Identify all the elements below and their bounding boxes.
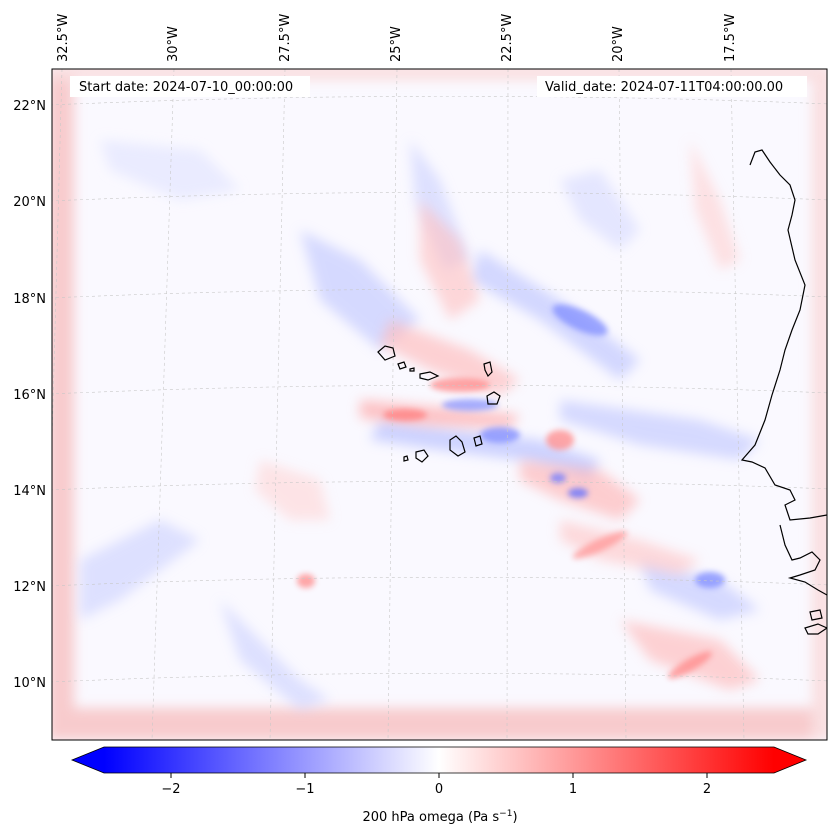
valid-date-label: Valid_date: 2024-07-11T04:00:00.00 (545, 80, 783, 95)
lon-label-25w: 25°W (389, 26, 404, 62)
lon-label-32-5w: 32.5°W (56, 14, 71, 62)
lat-label-10n: 10°N (13, 676, 46, 691)
colorbar-gradient (104, 747, 774, 773)
omega-field (52, 69, 827, 740)
valid-date-box (537, 76, 807, 97)
gridlines (52, 69, 827, 740)
cape-verde-islands (377, 345, 501, 463)
colorbar-tick-neg2: −2 (161, 782, 180, 797)
coastline (740, 149, 827, 635)
map-frame (51, 68, 828, 741)
colorbar-tick-neg1: −1 (295, 782, 314, 797)
colorbar-title: 200 hPa omega (Pa s−1) (362, 809, 517, 825)
lon-label-27-5w: 27.5°W (278, 14, 293, 62)
lon-label-20w: 20°W (611, 26, 626, 62)
start-date-label: Start date: 2024-07-10_00:00:00 (79, 80, 293, 95)
lon-label-17-5w: 17.5°W (723, 14, 738, 62)
lat-label-20n: 20°N (13, 195, 46, 210)
latitude-labels: 22°N 20°N 18°N 16°N 14°N 12°N 10°N (13, 99, 46, 691)
colorbar-tick-0: 0 (435, 782, 443, 797)
longitude-labels: 32.5°W 30°W 27.5°W 25°W 22.5°W 20°W 17.5… (56, 14, 738, 62)
lat-label-12n: 12°N (13, 580, 46, 595)
lon-label-22-5w: 22.5°W (500, 14, 515, 62)
colorbar: −2 −1 0 1 2 200 hPa omega (Pa s−1) (70, 746, 808, 825)
lat-label-16n: 16°N (13, 388, 46, 403)
lon-label-30w: 30°W (166, 26, 181, 62)
colorbar-tick-2: 2 (703, 782, 711, 797)
lat-label-22n: 22°N (13, 99, 46, 114)
lat-label-14n: 14°N (13, 484, 46, 499)
colorbar-outline (70, 746, 808, 774)
start-date-box (70, 76, 310, 97)
lat-label-18n: 18°N (13, 292, 46, 307)
colorbar-tick-1: 1 (569, 782, 577, 797)
colorbar-min-extension (72, 747, 104, 773)
colorbar-max-extension (774, 747, 806, 773)
